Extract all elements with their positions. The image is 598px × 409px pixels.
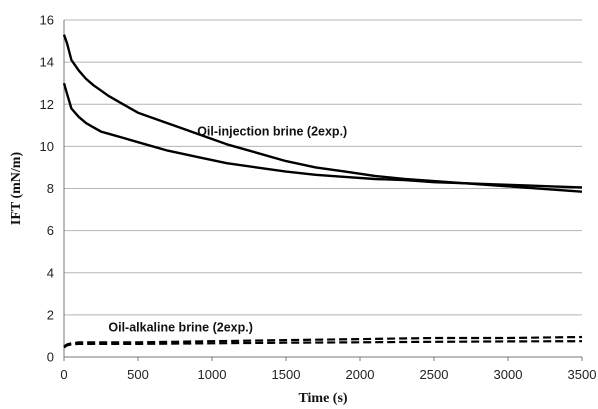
series-lines xyxy=(62,34,583,349)
y-tick-label: 4 xyxy=(47,265,54,280)
y-tick-label: 2 xyxy=(47,307,54,322)
annotation-alkaline: Oil-alkaline brine (2exp.) xyxy=(108,321,253,335)
axes xyxy=(63,20,583,361)
x-tick-label: 2000 xyxy=(346,367,375,382)
x-tick-labels: 0 500 1000 1500 2000 2500 3000 3500 xyxy=(60,367,596,382)
y-tick-labels: 0 2 4 6 8 10 12 14 16 xyxy=(40,13,54,365)
x-tick-label: 3000 xyxy=(494,367,523,382)
y-tick-label: 10 xyxy=(40,139,54,154)
series-line-1 xyxy=(62,82,583,189)
y-tick-label: 14 xyxy=(40,55,54,70)
x-tick-label: 500 xyxy=(127,367,149,382)
x-tick-label: 2500 xyxy=(420,367,449,382)
x-tick-label: 0 xyxy=(60,367,67,382)
x-tick-label: 3500 xyxy=(568,367,597,382)
series-line-0 xyxy=(62,34,583,193)
y-axis-title: IFT (mN/m) xyxy=(9,152,24,226)
y-tick-label: 6 xyxy=(47,223,54,238)
annotation-injection: Oil-injection brine (2exp.) xyxy=(197,125,347,139)
y-tick-label: 12 xyxy=(40,97,54,112)
x-tick-label: 1500 xyxy=(272,367,301,382)
y-tick-label: 16 xyxy=(40,13,54,28)
y-tick-label: 8 xyxy=(47,181,54,196)
y-tick-label: 0 xyxy=(47,350,54,365)
x-axis-title: Time (s) xyxy=(298,391,347,406)
series-line-3 xyxy=(63,340,583,349)
x-tick-label: 1000 xyxy=(198,367,227,382)
